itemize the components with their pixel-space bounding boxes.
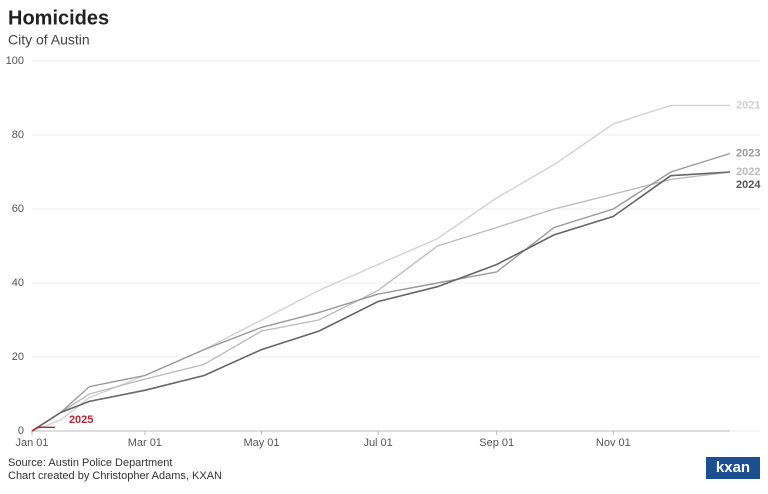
y-tick-label: 100 xyxy=(6,55,24,67)
y-tick-label: 60 xyxy=(12,203,24,215)
logo-box xyxy=(706,457,760,479)
x-tick-label: Jul 01 xyxy=(363,437,392,449)
series-line xyxy=(31,426,55,432)
source: Source: Austin Police Department xyxy=(8,457,172,469)
y-tick-label: 40 xyxy=(12,277,24,289)
logo: kxan xyxy=(716,459,750,476)
chart-subtitle: City of Austin xyxy=(8,32,90,48)
x-tick-label: Jan 01 xyxy=(15,437,48,449)
x-tick-label: Mar 01 xyxy=(128,437,162,449)
series-label: 2024 xyxy=(736,179,761,191)
series-label: 2025 xyxy=(69,414,93,426)
series-label: 2023 xyxy=(736,147,760,159)
chart-title: Homicides xyxy=(8,7,109,29)
x-tick-label: May 01 xyxy=(243,437,279,449)
series-line xyxy=(31,104,730,432)
x-tick-label: Sep 01 xyxy=(479,437,514,449)
series-line xyxy=(31,171,731,432)
x-tick-label: Nov 01 xyxy=(596,437,631,449)
credit: Chart created by Christopher Adams, KXAN xyxy=(8,470,222,482)
series-line xyxy=(31,171,731,432)
series-label: 2022 xyxy=(736,166,760,178)
y-tick-label: 80 xyxy=(12,129,24,141)
series-label: 2021 xyxy=(736,99,760,111)
y-tick-label: 0 xyxy=(18,425,24,437)
series-line xyxy=(31,152,731,432)
y-tick-label: 20 xyxy=(12,351,24,363)
